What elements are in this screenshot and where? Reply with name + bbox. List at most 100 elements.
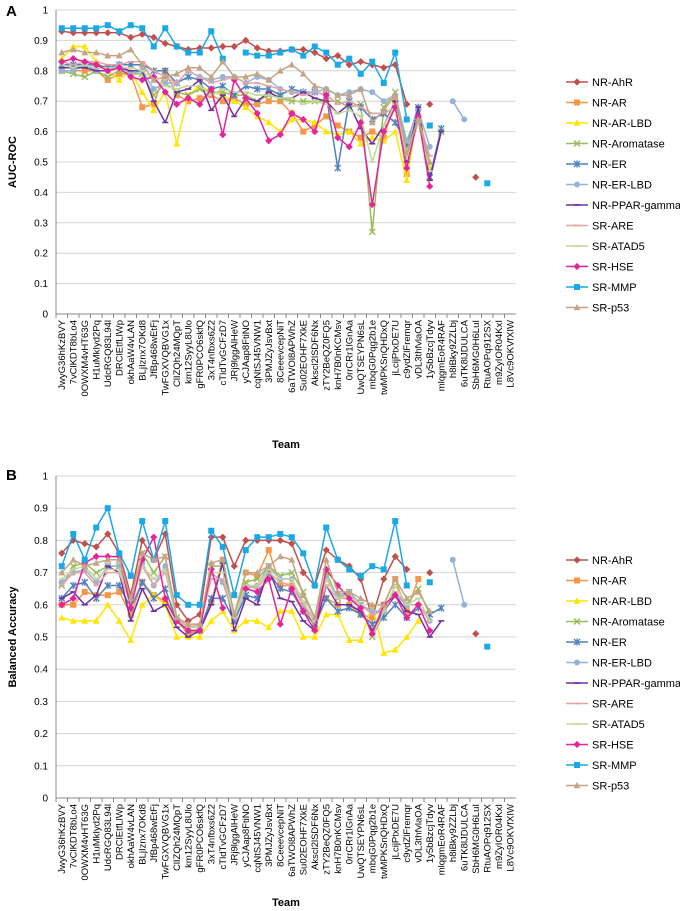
data-point [150, 86, 157, 93]
data-point [173, 601, 181, 609]
y-axis-title: Balanced Accuracy [7, 586, 19, 688]
data-point [391, 128, 399, 135]
data-point [449, 98, 456, 105]
data-point [322, 546, 330, 554]
data-point [403, 614, 411, 622]
x-tick-label: SbH6MG0H6LuI [471, 804, 482, 874]
data-point [380, 566, 387, 573]
data-point [173, 592, 180, 599]
data-point [265, 536, 273, 544]
data-point [437, 604, 445, 612]
data-point [322, 85, 330, 92]
x-tick-label: 1y5bBzcjTdyv [425, 804, 436, 863]
data-point [115, 556, 123, 563]
data-point [426, 100, 434, 108]
data-point [138, 549, 146, 557]
data-point [104, 67, 112, 75]
legend-label: NR-ER-LBD [592, 658, 652, 670]
x-tick-label: twMPKSnQHDxQ [379, 320, 390, 395]
x-tick-label: 6uTK8lJDULCA [459, 803, 470, 871]
y-tick-label: 0.5 [34, 158, 48, 169]
data-point [426, 158, 434, 165]
legend-item-sr-hse: SR-HSE [566, 740, 634, 752]
legend-marker [573, 740, 581, 749]
data-point [196, 633, 204, 640]
x-tick-label: mlqgmEoR4RAF [436, 320, 447, 391]
data-point [311, 582, 318, 589]
data-point [92, 559, 100, 566]
data-point [300, 128, 307, 135]
data-point [357, 134, 364, 141]
data-point [127, 73, 135, 81]
series-line-nr-ppar-gamma [61, 67, 442, 181]
data-point [461, 116, 468, 123]
y-tick-label: 0 [42, 310, 48, 321]
series-line-nr-er-lbd [452, 559, 465, 605]
data-point [104, 581, 112, 590]
data-point [277, 98, 284, 105]
legend-label: SR-ATAD5 [592, 719, 645, 731]
y-tick-label: 0.6 [34, 600, 48, 611]
x-tick-label: RtuAOPq912SX [482, 319, 493, 388]
data-point [58, 569, 66, 576]
series-sr-mmp [58, 505, 491, 650]
data-point [253, 70, 261, 77]
x-tick-label: km12SyyL8Ulo [183, 804, 194, 868]
panel-a-auc-roc-chart: A 0 0.1 0.2 0.3 0.4 0.5 0.6 0.7 0.8 0.9 1 JwyG36hK… [6, 3, 680, 451]
x-tick-label: gFR0PCO6skfQ [195, 804, 206, 873]
series-sr-p53 [58, 45, 434, 165]
data-point [230, 76, 238, 84]
series-sr-hse [58, 533, 434, 638]
data-point [277, 530, 284, 537]
data-point [288, 540, 296, 548]
data-point [92, 61, 100, 69]
data-point [345, 562, 353, 570]
x-tick-label: 8CeeevcepNiT [275, 320, 286, 383]
data-point [81, 48, 89, 56]
data-point [196, 626, 204, 635]
data-point [162, 518, 169, 525]
data-point [104, 530, 112, 538]
y-tick-label: 0.7 [34, 568, 48, 579]
data-point [127, 604, 135, 612]
data-point [150, 33, 158, 41]
data-point [345, 588, 353, 595]
data-point [104, 29, 112, 37]
x-tick-label: jLcijPtxDE7U [390, 804, 401, 861]
data-point [253, 44, 261, 52]
x-tick-label: 0rrCRr1lGnAa [344, 803, 355, 864]
data-point [196, 601, 203, 608]
data-point [150, 569, 158, 577]
data-point [288, 585, 296, 593]
legend-label: NR-PPAR-gamma [592, 678, 680, 690]
data-point [357, 572, 364, 579]
data-point [403, 633, 411, 640]
data-point [58, 614, 66, 621]
series-sr-hse [58, 55, 434, 209]
data-point [380, 649, 388, 656]
x-tick-label: JfBp468wEtFj [149, 804, 160, 863]
x-tick-label: 6aTWOl8APWhZ [287, 804, 298, 877]
data-point [150, 556, 158, 563]
data-point [380, 79, 387, 86]
data-point [196, 95, 203, 102]
x-tick-label: BLjIznx7OKd8 [137, 320, 148, 381]
data-point [242, 536, 250, 544]
data-point [242, 73, 250, 80]
data-point [345, 128, 353, 135]
x-tick-label: JfBp468wEtFj [149, 320, 160, 379]
data-point [104, 592, 111, 599]
y-tick-label: 0.8 [34, 66, 48, 77]
data-point [127, 594, 135, 602]
data-point [345, 143, 353, 151]
data-point [139, 518, 146, 525]
data-point [242, 585, 250, 593]
legend-item-nr-er: NR-ER [566, 637, 627, 649]
x-tick-label: Akscl2lSDF6Nx [310, 804, 321, 870]
y-tick-label: 0.3 [34, 697, 48, 708]
data-point [127, 33, 135, 41]
data-point [58, 563, 65, 570]
data-point [265, 547, 272, 554]
y-tick-label: 0.4 [34, 665, 48, 676]
legend-item-nr-ar-lbd: NR-AR-LBD [566, 118, 652, 130]
